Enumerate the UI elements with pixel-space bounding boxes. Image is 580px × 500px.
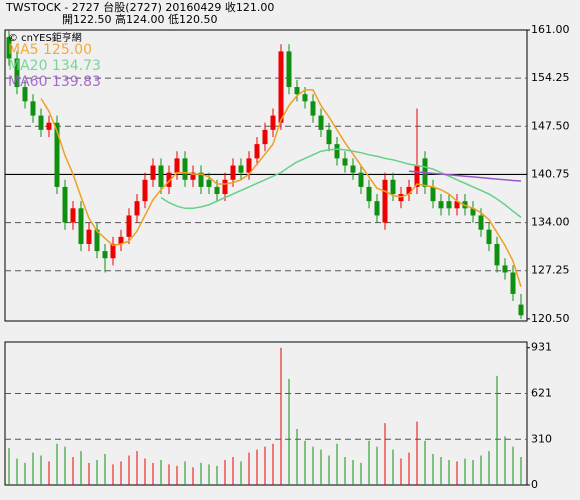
candle-body [270, 115, 276, 130]
candle-body [414, 165, 420, 187]
legend-entry: MA20 134.73 [8, 58, 101, 74]
legend-entry: MA5 125.00 [8, 42, 92, 58]
legend-entry: MA60 139.83 [8, 74, 101, 90]
candle-body [238, 165, 244, 173]
candle-body [230, 165, 236, 180]
candle-body [6, 37, 12, 59]
candle-body [342, 158, 348, 166]
candle-body [158, 165, 164, 187]
candle-body [406, 186, 412, 195]
candle-body [182, 158, 188, 180]
candle-body [94, 229, 100, 252]
source-label: © cnYES鉅亨網 [8, 31, 82, 44]
volume-tick-label: 0 [531, 478, 538, 491]
candle-body [70, 208, 76, 223]
y-tick-label: 147.50 [531, 119, 570, 132]
candle-body [246, 158, 252, 173]
candle-body [494, 243, 500, 266]
candle-body [326, 129, 332, 145]
y-tick-label: 154.25 [531, 71, 570, 84]
candle-body [22, 87, 28, 102]
candle-body [134, 201, 140, 216]
moving-average-line [40, 89, 522, 287]
y-tick-label: 161.00 [531, 23, 570, 36]
volume-tick-label: 310 [531, 432, 552, 445]
candle-body [430, 186, 436, 202]
candle-body [166, 172, 172, 187]
candle-body [334, 144, 340, 159]
candle-body [438, 201, 444, 209]
candle-body [318, 115, 324, 130]
candle-body [350, 165, 356, 173]
candle-body [198, 172, 204, 187]
chart-title: TWSTOCK - 2727 台股(2727) 20160429 收121.00 [5, 0, 274, 14]
candle-body [366, 186, 372, 202]
candle-body [86, 229, 92, 244]
candle-body [150, 165, 156, 180]
y-tick-label: 127.25 [531, 264, 570, 277]
candle-body [310, 101, 316, 116]
volume-panel [4, 341, 528, 486]
candle-body [142, 179, 148, 202]
candle-body [46, 122, 52, 130]
candle-body [14, 58, 20, 88]
candle-body [278, 51, 284, 123]
candle-body [62, 186, 68, 223]
chart-subtitle: 開122.50 高124.00 低120.50 [62, 12, 217, 26]
candle-body [358, 172, 364, 187]
candle-body [390, 179, 396, 195]
candle-body [30, 101, 36, 116]
candle-body [190, 172, 196, 180]
candle-body [118, 236, 124, 244]
candle-body [222, 179, 228, 195]
candle-body [110, 243, 116, 259]
candle-body [262, 129, 268, 145]
candle-body [54, 122, 60, 187]
candle-body [294, 87, 300, 95]
volume-tick-label: 931 [531, 341, 552, 354]
candle-body [486, 229, 492, 244]
volume-tick-label: 621 [531, 386, 552, 399]
candle-body [102, 251, 108, 259]
candle-body [454, 201, 460, 209]
candle-body [286, 51, 292, 88]
candle-body [470, 208, 476, 216]
candle-body [478, 215, 484, 230]
candle-body [38, 115, 44, 130]
candle-body [382, 179, 388, 223]
candle-body [374, 201, 380, 216]
y-tick-label: 140.75 [531, 167, 570, 180]
moving-average-line [160, 148, 522, 218]
candle-body [78, 208, 84, 244]
y-tick-label: 120.50 [531, 312, 570, 325]
moving-average-line [408, 170, 522, 182]
candle-body [518, 304, 524, 316]
y-tick-label: 134.00 [531, 216, 570, 229]
candle-body [502, 265, 508, 273]
candle-body [302, 94, 308, 102]
candle-body [510, 272, 516, 294]
candle-body [254, 144, 260, 159]
candle-body [126, 215, 132, 237]
candle-body [206, 179, 212, 187]
candle-body [174, 158, 180, 173]
candle-body [446, 201, 452, 209]
candle-body [214, 186, 220, 195]
